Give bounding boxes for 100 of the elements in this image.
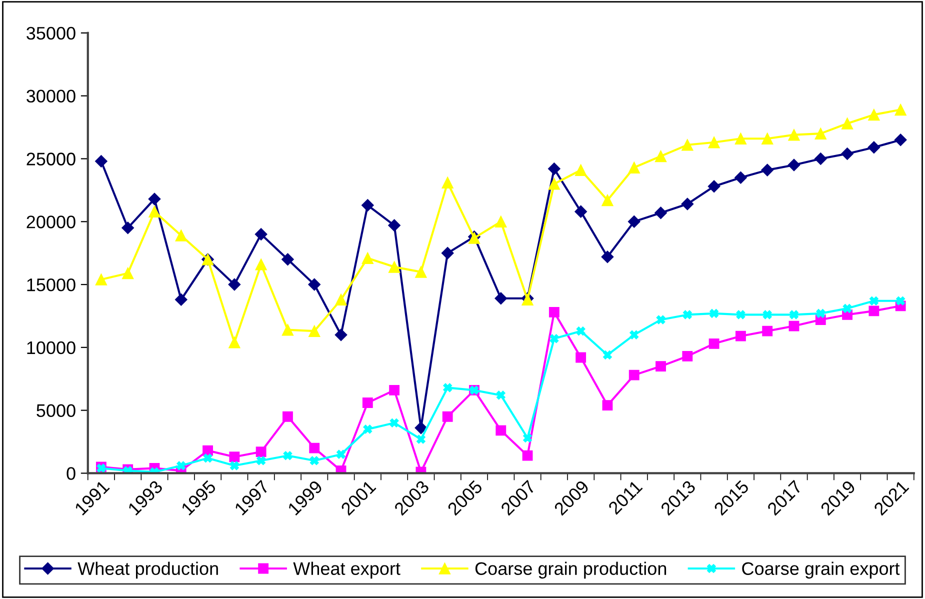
point — [602, 400, 613, 410]
point — [735, 330, 746, 342]
point — [334, 328, 348, 342]
point — [256, 456, 266, 466]
point — [415, 266, 427, 278]
y-tick-label: 35000 — [26, 26, 76, 40]
point — [628, 162, 640, 174]
point — [574, 164, 587, 176]
point — [681, 198, 694, 210]
point — [122, 222, 134, 234]
point — [494, 292, 508, 305]
point — [682, 351, 693, 362]
y-tick-label: 20000 — [26, 216, 76, 228]
point — [710, 308, 719, 318]
point — [494, 216, 507, 228]
point — [309, 442, 320, 454]
point — [896, 296, 906, 306]
point — [416, 434, 426, 444]
point — [788, 128, 800, 141]
y-tick-label: 5000 — [36, 404, 76, 418]
legend-label: Wheat export — [293, 562, 400, 579]
legend-label: Wheat production — [78, 562, 218, 579]
point — [523, 433, 532, 443]
point — [894, 134, 907, 146]
point — [95, 274, 108, 286]
point — [842, 304, 852, 313]
point — [148, 192, 161, 206]
point — [281, 253, 294, 266]
point — [734, 171, 747, 184]
point — [550, 334, 559, 344]
point — [630, 330, 639, 340]
point — [388, 261, 400, 273]
point — [789, 310, 799, 320]
point — [176, 461, 186, 470]
point — [576, 326, 586, 336]
legend-label: Coarse grain production — [475, 562, 666, 579]
y-tick-label: 30000 — [26, 90, 76, 103]
point — [94, 155, 108, 168]
point — [255, 258, 267, 270]
point — [868, 108, 880, 121]
point — [654, 206, 668, 220]
point — [441, 246, 454, 260]
point — [496, 390, 506, 400]
point — [310, 456, 319, 466]
point — [548, 306, 560, 318]
point — [228, 336, 240, 348]
point — [734, 132, 747, 145]
point — [362, 398, 373, 408]
point — [628, 215, 640, 228]
point — [576, 352, 586, 363]
point — [148, 206, 160, 218]
point — [736, 310, 746, 320]
point — [282, 411, 293, 422]
point — [548, 162, 560, 176]
y-tick-label: 15000 — [27, 278, 76, 292]
point — [841, 118, 854, 130]
point — [122, 267, 134, 280]
point — [814, 152, 827, 165]
point — [788, 320, 800, 332]
point — [254, 228, 268, 240]
point — [602, 194, 614, 206]
point — [496, 425, 506, 436]
point — [816, 308, 826, 318]
point — [389, 384, 400, 396]
y-tick-label: 10000 — [27, 341, 76, 354]
point — [708, 180, 720, 193]
point — [256, 446, 266, 458]
point — [841, 147, 854, 160]
point — [283, 451, 292, 460]
point — [335, 294, 347, 306]
point — [442, 176, 454, 189]
point — [388, 219, 401, 232]
point — [628, 370, 640, 380]
point — [656, 361, 666, 372]
point — [362, 252, 374, 264]
point — [601, 250, 614, 264]
point — [682, 138, 694, 151]
point — [574, 205, 588, 218]
point — [868, 141, 880, 154]
point — [308, 325, 320, 337]
point — [682, 310, 692, 320]
point — [814, 128, 827, 140]
point — [548, 178, 560, 190]
point — [363, 424, 372, 434]
point — [654, 150, 667, 162]
point — [761, 164, 774, 176]
point — [443, 383, 452, 392]
point — [203, 454, 212, 463]
point — [361, 199, 374, 212]
point — [868, 306, 880, 316]
point — [869, 296, 878, 306]
point — [708, 338, 720, 349]
point — [202, 445, 213, 456]
point — [414, 422, 428, 434]
point — [390, 418, 399, 428]
point — [656, 315, 666, 324]
point — [175, 230, 188, 242]
y-tick-label: 0 — [66, 467, 76, 480]
point — [282, 324, 294, 336]
point — [442, 411, 453, 422]
